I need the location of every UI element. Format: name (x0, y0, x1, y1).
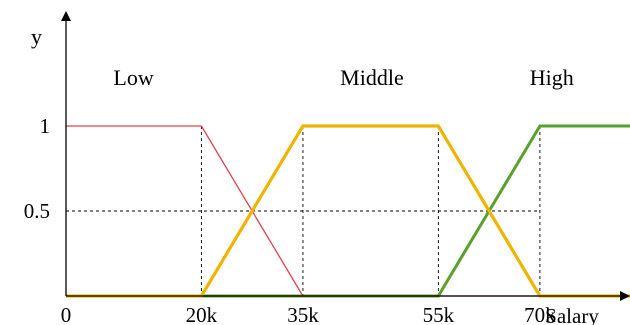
x-tick-label: 55k (423, 303, 455, 325)
y-tick-label: 1 (40, 114, 51, 138)
y-axis-label: y (31, 24, 42, 49)
annotation-low: Low (113, 65, 153, 90)
annotation-high: High (530, 65, 574, 90)
x-tick-label: 35k (287, 303, 319, 325)
y-tick-label: 0.5 (24, 199, 50, 223)
x-axis-label: Salary (545, 304, 599, 325)
x-tick-label: 70k (524, 303, 556, 325)
x-tick-label: 20k (186, 303, 218, 325)
annotation-middle: Middle (340, 65, 404, 90)
x-tick-label: 0 (61, 303, 72, 325)
